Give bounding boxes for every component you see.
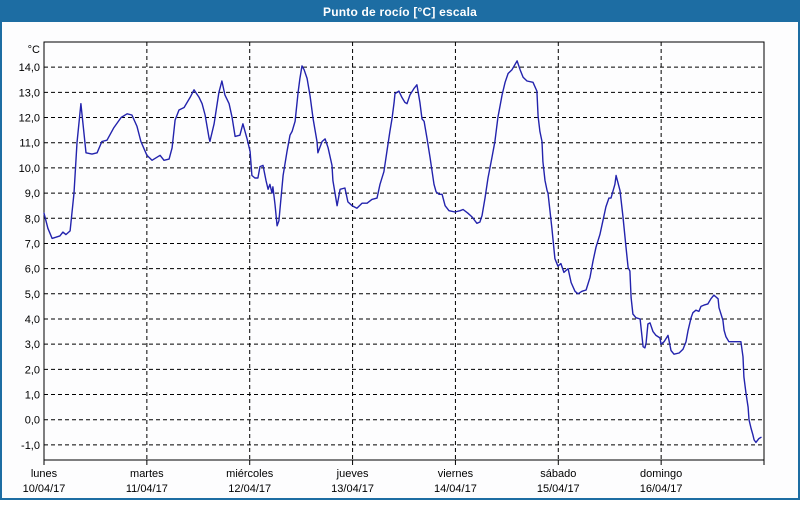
x-date-label: 12/04/17	[228, 483, 271, 495]
y-tick-label: 7,0	[25, 238, 40, 250]
x-date-label: 15/04/17	[537, 483, 580, 495]
y-tick-label: 3,0	[25, 339, 40, 351]
x-day-label: domingo	[640, 468, 682, 480]
y-tick-label: 9,0	[25, 188, 40, 200]
x-date-label: 11/04/17	[126, 483, 168, 495]
dew-point-line-chart: 14,0 13,0 12,0 11,0 10,0 9,0 8,0 7,0 6,0 5,0 4,0 3,…	[19, 41, 765, 495]
x-date-label: 16/04/17	[640, 483, 683, 495]
y-tick-label: 14,0	[19, 62, 40, 74]
y-tick-label: 8,0	[25, 213, 40, 225]
x-day-label: martes	[130, 468, 164, 480]
y-tick-label: 1,0	[25, 390, 40, 402]
x-day-label: lunes	[31, 468, 58, 480]
y-tick-label: 2,0	[25, 364, 40, 376]
chart-title: Punto de rocío [°C] escala	[322, 5, 478, 19]
y-tick-label: 11,0	[19, 138, 40, 150]
x-day-label: sábado	[540, 468, 576, 480]
y-tick-label: 12,0	[19, 113, 40, 125]
y-tick-label: 6,0	[25, 264, 40, 276]
chart-area: 14,0 13,0 12,0 11,0 10,0 9,0 8,0 7,0 6,0 5,0 4,0 3,…	[4, 24, 800, 500]
y-tick-label: -1,0	[21, 440, 40, 452]
x-date-label: 13/04/17	[331, 483, 374, 495]
chart-title-bar: Punto de rocío [°C] escala	[2, 2, 798, 22]
x-day-label: miércoles	[226, 468, 274, 480]
dew-point-series	[43, 60, 762, 444]
y-tick-label: 13,0	[19, 87, 40, 99]
y-tick-label: 4,0	[25, 314, 40, 326]
x-day-label: jueves	[336, 468, 369, 480]
y-tick-label: 5,0	[25, 289, 40, 301]
plot-border	[43, 41, 765, 461]
x-date-label: 14/04/17	[434, 483, 477, 495]
y-tick-label: 0,0	[25, 415, 40, 427]
y-tick-label: 10,0	[19, 163, 40, 175]
x-date-label: 10/04/17	[23, 483, 66, 495]
x-day-label: viernes	[438, 468, 474, 480]
y-axis-unit-label: °C	[28, 44, 40, 56]
